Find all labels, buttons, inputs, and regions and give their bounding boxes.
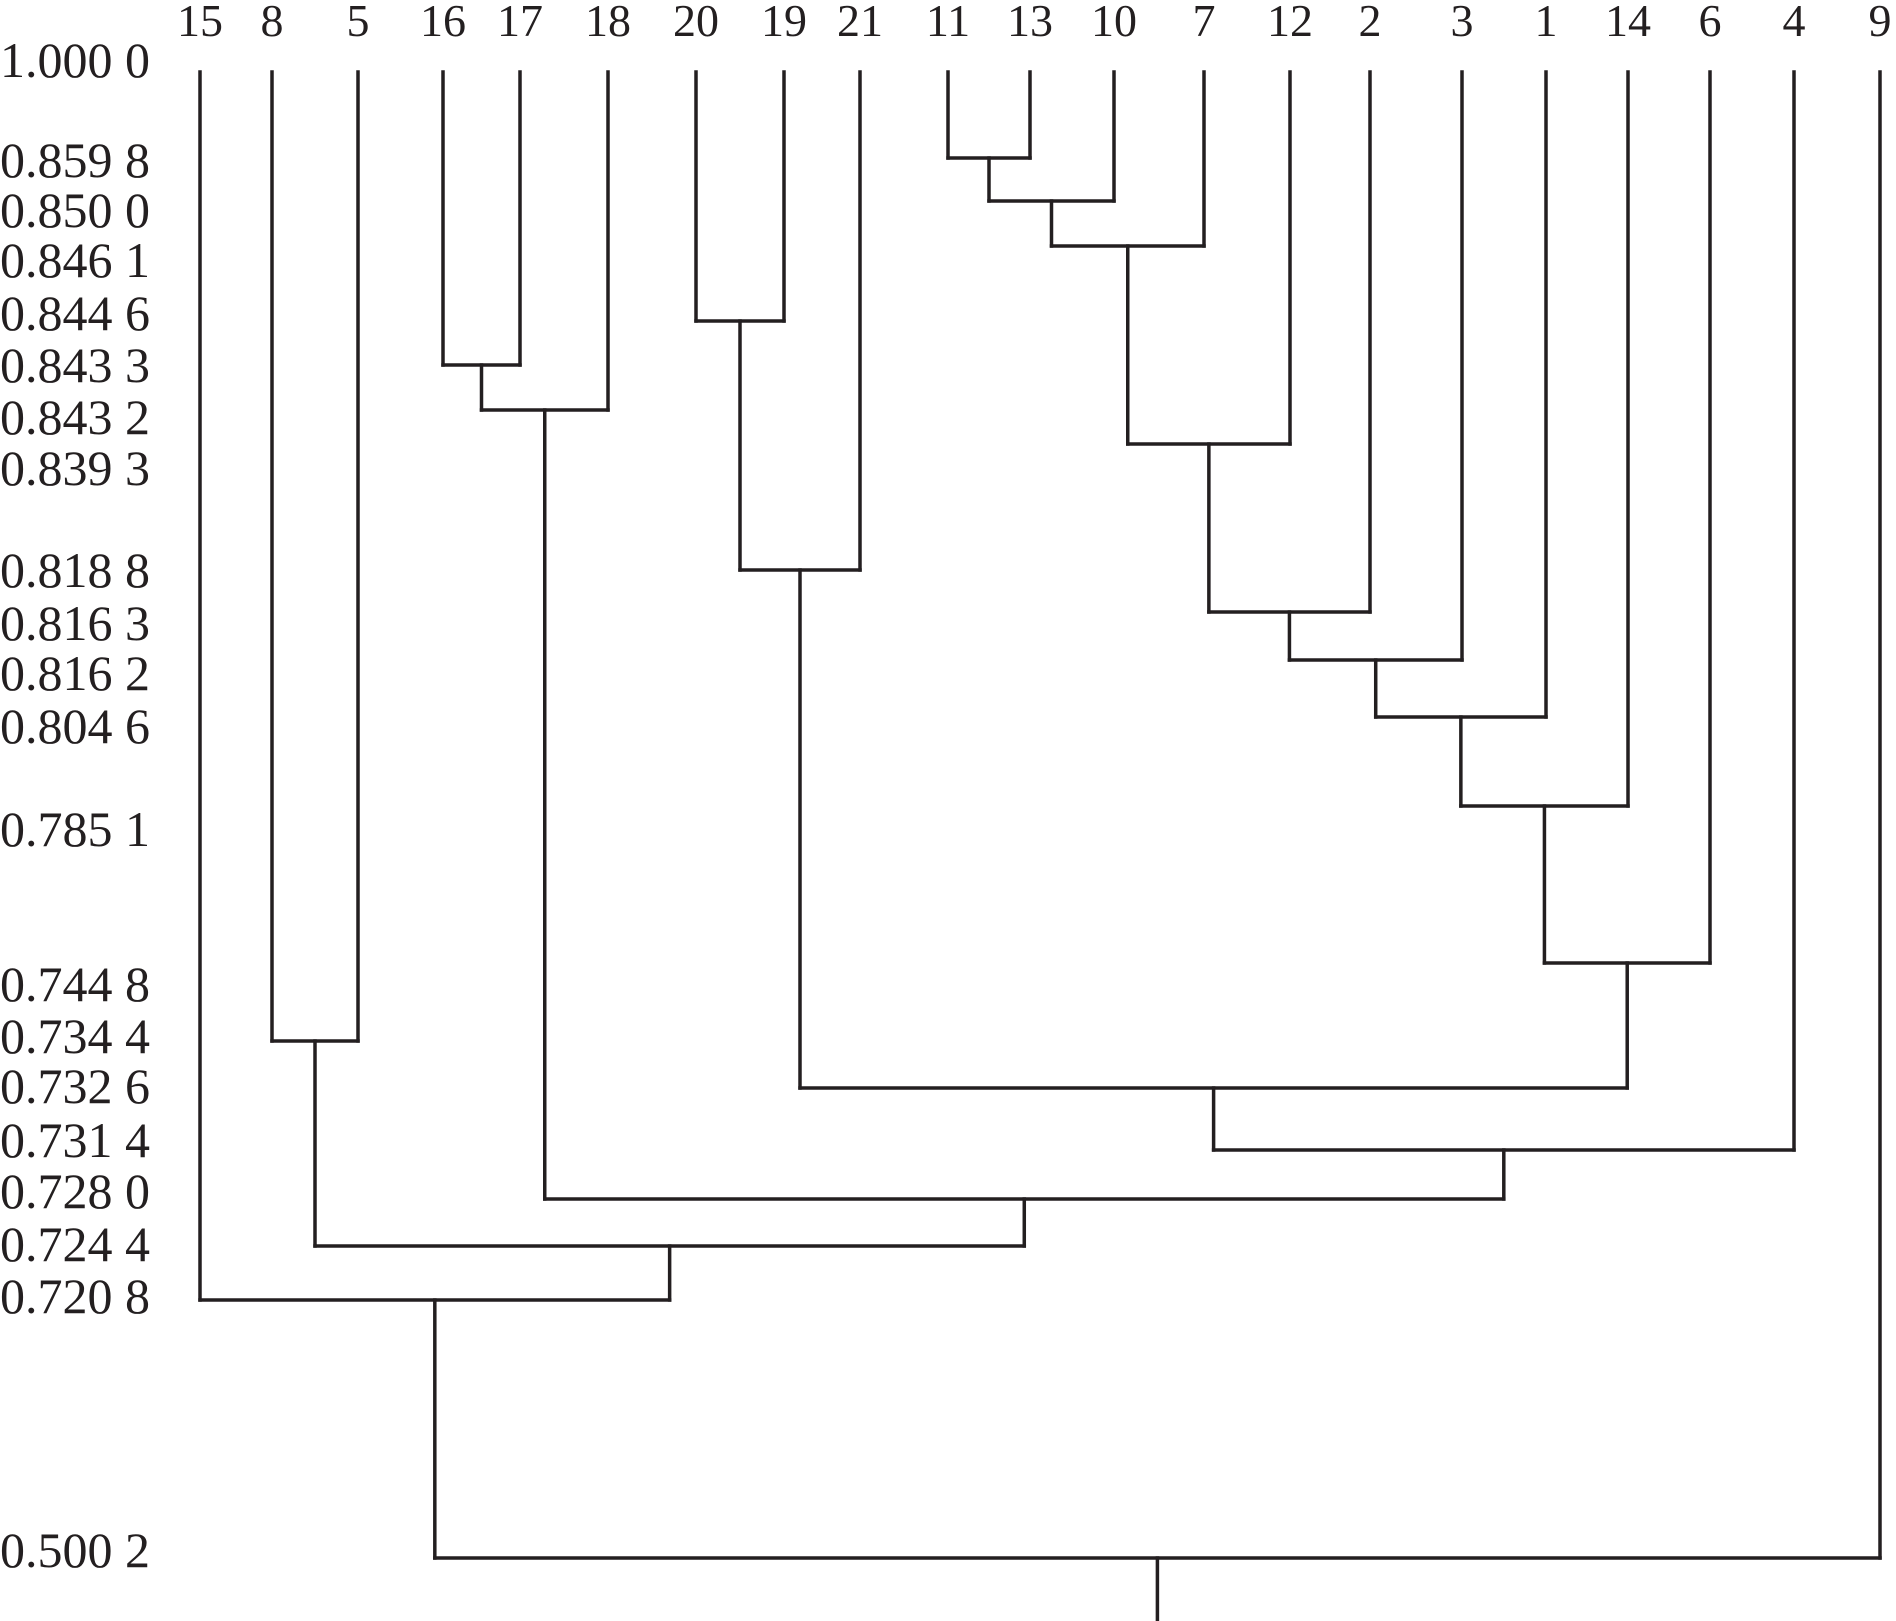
leaf-label: 17	[497, 0, 543, 46]
similarity-label: 0.843 3	[0, 337, 150, 393]
similarity-label: 0.734 4	[0, 1008, 150, 1064]
similarity-label: 0.846 1	[0, 232, 150, 288]
leaf-label: 19	[761, 0, 807, 46]
similarity-label: 0.804 6	[0, 698, 150, 754]
similarity-label: 0.744 8	[0, 956, 150, 1012]
similarity-label: 0.816 2	[0, 645, 150, 701]
similarity-label: 0.731 4	[0, 1112, 150, 1168]
similarity-label: 0.720 8	[0, 1268, 150, 1324]
similarity-label: 0.818 8	[0, 542, 150, 598]
leaf-label: 3	[1451, 0, 1474, 46]
similarity-label: 0.843 2	[0, 389, 150, 445]
leaf-label: 13	[1007, 0, 1053, 46]
similarity-label: 0.732 6	[0, 1058, 150, 1114]
leaf-label: 18	[585, 0, 631, 46]
similarity-label: 0.850 0	[0, 182, 150, 238]
similarity-label: 0.728 0	[0, 1163, 150, 1219]
leaf-label: 1	[1535, 0, 1558, 46]
leaf-labels: 15 8 5 16 17 18 20 19 21 11 13 10 7 12 2 3 1 14 6 4 9	[177, 0, 1892, 46]
leaf-label: 11	[926, 0, 970, 46]
similarity-label: 0.785 1	[0, 801, 150, 857]
leaf-label: 14	[1605, 0, 1651, 46]
branches	[198, 70, 1882, 1621]
similarity-label: 1.000 0	[0, 32, 150, 88]
leaf-label: 20	[673, 0, 719, 46]
similarity-label: 0.859 8	[0, 132, 150, 188]
similarity-label: 0.500 2	[0, 1522, 150, 1578]
similarity-label: 0.724 4	[0, 1216, 150, 1272]
similarity-axis-labels: 1.000 00.859 80.850 00.846 10.844 60.843…	[0, 32, 150, 1578]
leaf-label: 5	[347, 0, 370, 46]
leaf-label: 21	[837, 0, 883, 46]
leaf-label: 2	[1359, 0, 1382, 46]
leaf-label: 12	[1267, 0, 1313, 46]
leaf-label: 7	[1193, 0, 1216, 46]
leaf-label: 6	[1699, 0, 1722, 46]
leaf-label: 15	[177, 0, 223, 46]
leaf-label: 10	[1091, 0, 1137, 46]
similarity-label: 0.839 3	[0, 440, 150, 496]
leaf-label: 8	[261, 0, 284, 46]
leaf-label: 4	[1783, 0, 1806, 46]
leaf-label: 9	[1869, 0, 1892, 46]
similarity-label: 0.816 3	[0, 595, 150, 651]
leaf-label: 16	[420, 0, 466, 46]
similarity-label: 0.844 6	[0, 285, 150, 341]
